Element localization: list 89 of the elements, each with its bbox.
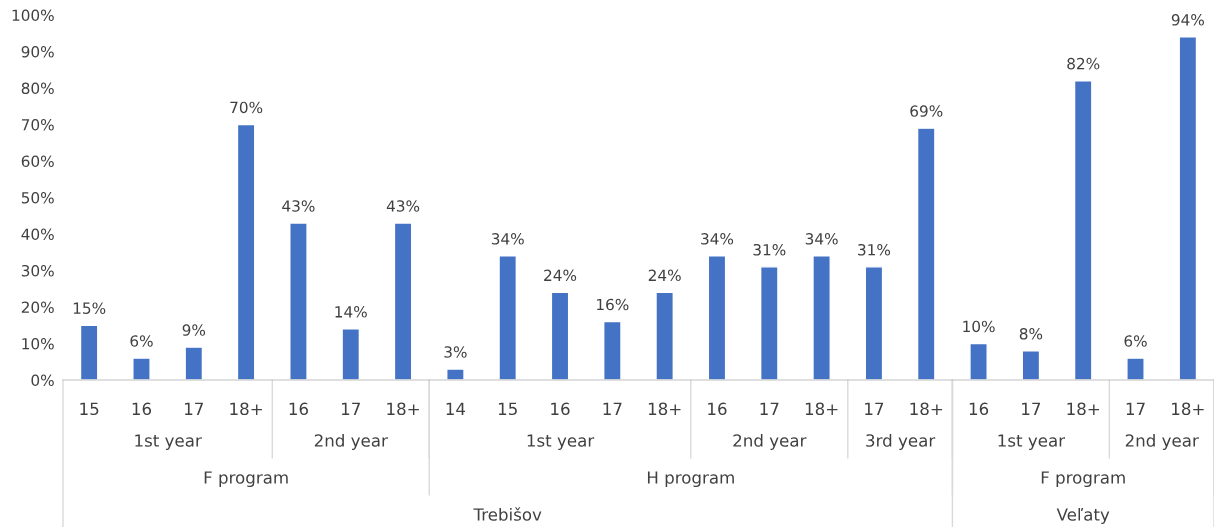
bar xyxy=(1073,80,1093,380)
data-label: 14% xyxy=(335,306,367,318)
data-label: 24% xyxy=(544,269,577,282)
y-tick-label: 40% xyxy=(21,228,54,241)
y-tick-label: 0% xyxy=(31,374,54,387)
x-tick-label: 18+ xyxy=(805,402,838,416)
text: Trebišov xyxy=(473,507,542,521)
bar xyxy=(969,342,988,380)
x-tick-label: 14 xyxy=(446,402,466,415)
data-label: 43% xyxy=(282,200,315,212)
data-label: 16% xyxy=(597,298,629,311)
data-label: 31% xyxy=(858,244,891,256)
x-tick-label: 15 xyxy=(80,402,99,416)
bar xyxy=(184,346,204,380)
x-tick-label: 16 xyxy=(969,402,989,416)
bar xyxy=(236,123,256,380)
bar xyxy=(498,255,518,380)
data-label: 9% xyxy=(182,324,206,336)
x-tick-label: 17 xyxy=(760,402,779,415)
text: 2nd year xyxy=(733,433,807,451)
bar xyxy=(655,291,674,380)
y-tick-label: 90% xyxy=(21,45,54,58)
x-tick-label: 16 xyxy=(289,402,308,416)
x-tick-label: 18+ xyxy=(387,402,419,416)
data-label: 69% xyxy=(910,105,943,117)
bar xyxy=(1178,36,1198,380)
text: Veľaty xyxy=(1056,507,1110,525)
x-tick-label: 18+ xyxy=(230,402,262,416)
data-label: 6% xyxy=(1124,335,1147,347)
x-tick-label: 17 xyxy=(341,402,360,415)
text: 3rd year xyxy=(866,433,936,451)
data-label: 15% xyxy=(73,302,106,314)
bar xyxy=(707,255,727,380)
data-label: 34% xyxy=(805,233,838,245)
x-tick-label: 17 xyxy=(1126,402,1145,415)
y-tick-label: 100% xyxy=(12,9,54,22)
bar xyxy=(1126,357,1145,380)
x-tick-label: 18+ xyxy=(1067,402,1100,416)
x-tick-label: 17 xyxy=(865,402,884,415)
x-tick-label: 17 xyxy=(185,402,203,415)
y-tick-label: 80% xyxy=(21,82,54,95)
bar xyxy=(916,127,936,380)
text: 1st year xyxy=(135,434,202,451)
bar xyxy=(1021,350,1041,380)
data-label: 34% xyxy=(491,233,524,245)
data-label: 6% xyxy=(130,335,153,347)
bar xyxy=(79,324,99,380)
x-tick-label: 16 xyxy=(551,402,570,416)
bar xyxy=(289,222,308,380)
text: 1st year xyxy=(998,434,1066,451)
data-label: 82% xyxy=(1067,57,1100,70)
bar xyxy=(550,291,570,380)
data-label: 24% xyxy=(648,269,681,282)
y-tick-label: 50% xyxy=(21,191,54,204)
data-label: 94% xyxy=(1171,14,1204,26)
data-label: 70% xyxy=(230,101,263,114)
y-tick-label: 20% xyxy=(21,301,54,314)
y-tick-label: 10% xyxy=(22,337,54,350)
x-tick-label: 17 xyxy=(1022,402,1041,415)
bar xyxy=(341,328,361,380)
x-tick-label: 15 xyxy=(498,402,517,416)
x-tick-label: 16 xyxy=(132,402,152,416)
x-tick-label: 18+ xyxy=(648,402,681,416)
bar xyxy=(393,222,413,380)
x-tick-label: 17 xyxy=(603,402,622,415)
y-tick-label: 30% xyxy=(21,264,54,277)
text: 2nd year xyxy=(314,433,388,451)
x-tick-label: 18+ xyxy=(910,402,943,416)
y-tick-label: 70% xyxy=(21,118,54,131)
bar xyxy=(864,266,884,380)
bar xyxy=(759,266,779,380)
text: 2nd year xyxy=(1125,433,1199,451)
data-label: 34% xyxy=(701,233,734,245)
bar xyxy=(812,255,831,380)
data-label: 3% xyxy=(444,346,467,358)
data-label: 10% xyxy=(963,320,995,333)
bar xyxy=(446,368,465,380)
bar xyxy=(132,357,151,380)
text: F program xyxy=(204,471,288,488)
data-label: 31% xyxy=(753,244,786,256)
data-label: 8% xyxy=(1019,327,1043,340)
x-tick-label: 16 xyxy=(708,402,727,416)
text: F program xyxy=(1041,471,1125,488)
bar xyxy=(603,320,622,380)
text: H program xyxy=(647,471,734,488)
y-tick-label: 60% xyxy=(21,155,54,168)
text: 1st year xyxy=(527,434,595,451)
data-label: 43% xyxy=(386,200,420,212)
x-tick-label: 18+ xyxy=(1172,402,1204,416)
